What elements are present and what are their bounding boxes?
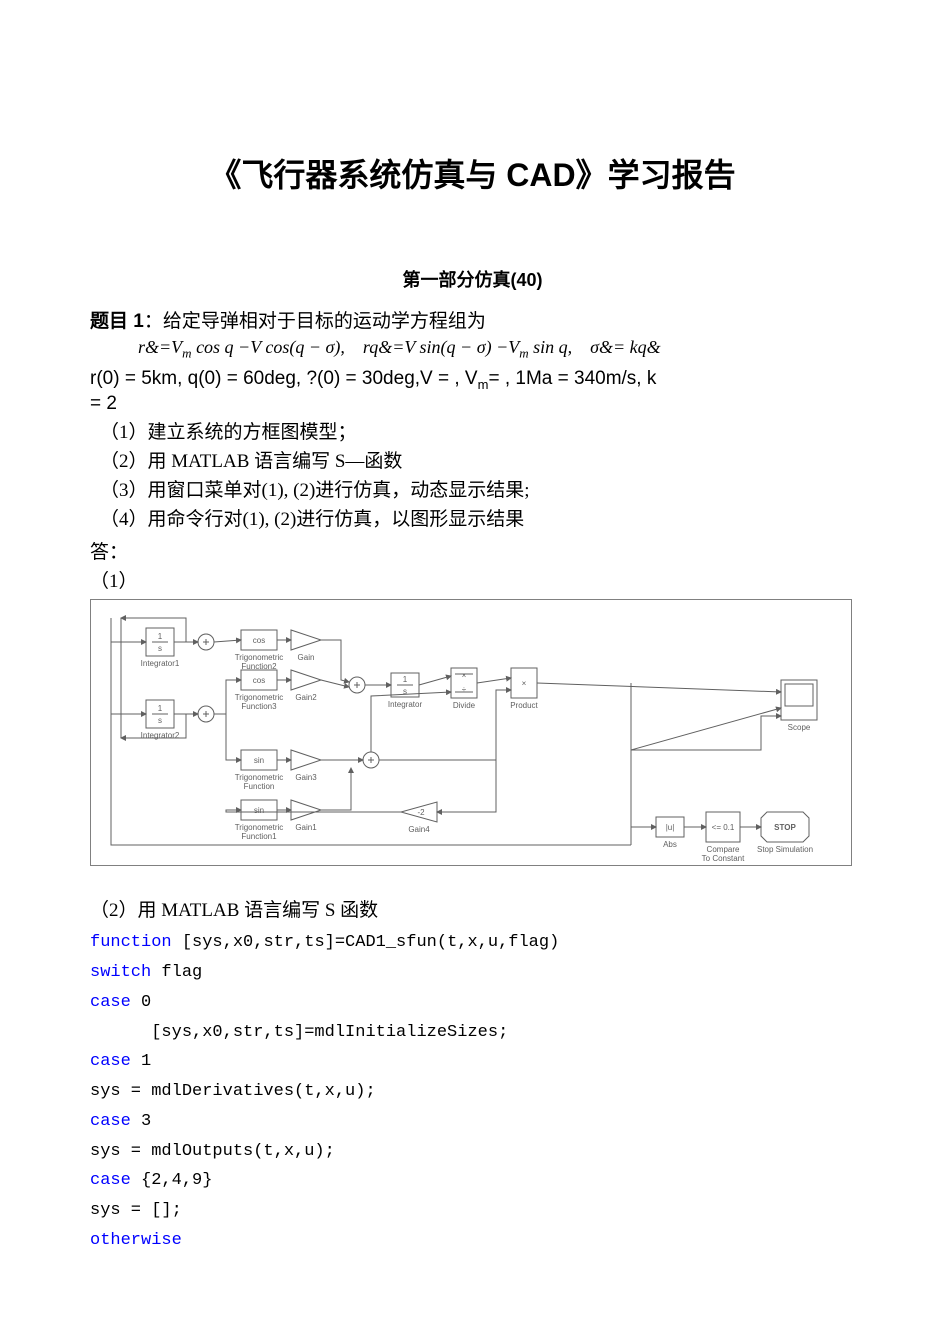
svg-text:Stop Simulation: Stop Simulation: [757, 845, 813, 854]
params-line-1: r(0) = 5km, q(0) = 60deg, ?(0) = 30deg,V…: [90, 368, 855, 392]
item-4: （4）用命令行对(1), (2)进行仿真，以图形显示结果: [90, 504, 855, 531]
answer-item-1: （1）: [90, 566, 855, 593]
svg-text:STOP: STOP: [774, 823, 796, 832]
svg-text:Integrator1: Integrator1: [141, 659, 180, 668]
svg-text:Function: Function: [244, 782, 275, 791]
simulink-diagram-wrap: 1sIntegrator11sIntegrator2cosTrigonometr…: [90, 599, 850, 871]
svg-text:sin: sin: [254, 756, 264, 765]
eq2-sub-m: m: [519, 346, 528, 361]
svg-text:Function1: Function1: [241, 832, 277, 841]
svg-text:1: 1: [158, 704, 163, 713]
svg-text:×: ×: [462, 671, 467, 680]
svg-text:Integrator2: Integrator2: [141, 731, 180, 740]
eq2-lhs: rq&: [363, 337, 392, 357]
page: 《飞行器系统仿真与 CAD》学习报告 第一部分仿真(40) 题目 1：给定导弹相…: [0, 0, 945, 1316]
item-3: （3）用窗口菜单对(1), (2)进行仿真，动态显示结果;: [90, 475, 855, 502]
svg-text:Trigonometric: Trigonometric: [235, 823, 284, 832]
params-a: r(0) = 5km, q(0) = 60deg, ?(0) = 30deg,V…: [90, 368, 478, 389]
svg-text:Product: Product: [510, 701, 538, 710]
answer-label: 答：: [90, 537, 855, 564]
eq2-rhs-b: sin q,: [529, 337, 573, 357]
problem-label: 题目 1: [90, 311, 144, 332]
svg-text:<= 0.1: <= 0.1: [712, 823, 735, 832]
svg-text:Gain3: Gain3: [295, 773, 317, 782]
svg-text:cos: cos: [253, 676, 265, 685]
svg-text:-2: -2: [417, 808, 425, 817]
problem-statement: 给定导弹相对于目标的运动学方程组为: [163, 311, 486, 332]
svg-text:Integrator: Integrator: [388, 700, 423, 709]
matlab-code: function [sys,x0,str,ts]=CAD1_sfun(t,x,u…: [90, 928, 855, 1255]
problem-sep: ：: [144, 311, 163, 332]
params-sub-m: m: [478, 376, 489, 391]
simulink-diagram: 1sIntegrator11sIntegrator2cosTrigonometr…: [90, 599, 852, 866]
eq1-sub-m: m: [182, 346, 191, 361]
svg-text:1: 1: [158, 632, 163, 641]
svg-text:Function3: Function3: [241, 702, 277, 711]
svg-text:Scope: Scope: [788, 723, 811, 732]
params-b: = , 1Ma = 340m/s, k: [488, 368, 656, 389]
eq1-lhs: r&: [138, 337, 159, 357]
eq3: σ&= kq&: [590, 337, 661, 357]
svg-text:Trigonometric: Trigonometric: [235, 693, 284, 702]
equation-row: r&=Vm cos q −V cos(q − σ), rq&=V sin(q −…: [90, 337, 855, 362]
svg-text:To Constant: To Constant: [702, 854, 745, 863]
eq2-rhs-a: =V sin(q − σ) −V: [392, 337, 519, 357]
part2-heading: （2）用 MATLAB 语言编写 S 函数: [90, 895, 855, 922]
svg-text:Trigonometric: Trigonometric: [235, 773, 284, 782]
svg-text:1: 1: [403, 675, 408, 684]
section-heading: 第一部分仿真(40): [90, 266, 855, 292]
gap2: [572, 337, 590, 357]
svg-text:Gain: Gain: [298, 653, 315, 662]
svg-text:s: s: [158, 644, 162, 653]
svg-text:Divide: Divide: [453, 701, 476, 710]
svg-text:s: s: [158, 716, 162, 725]
svg-text:×: ×: [522, 679, 527, 688]
item-1: （1）建立系统的方框图模型；: [90, 417, 855, 444]
params-line-2: = 2: [90, 393, 855, 415]
svg-text:Gain4: Gain4: [408, 825, 430, 834]
svg-text:Compare: Compare: [707, 845, 740, 854]
document-title: 《飞行器系统仿真与 CAD》学习报告: [90, 150, 855, 196]
svg-text:sin: sin: [254, 806, 264, 815]
svg-text:Trigonometric: Trigonometric: [235, 653, 284, 662]
problem-header: 题目 1：给定导弹相对于目标的运动学方程组为: [90, 306, 855, 333]
svg-text:Abs: Abs: [663, 840, 677, 849]
item-2: （2）用 MATLAB 语言编写 S—函数: [90, 446, 855, 473]
svg-text:÷: ÷: [462, 685, 467, 694]
gap1: [345, 337, 363, 357]
eq1-rhs-a: =V: [159, 337, 182, 357]
svg-text:Gain1: Gain1: [295, 823, 317, 832]
svg-text:|u|: |u|: [666, 823, 675, 832]
svg-text:cos: cos: [253, 636, 265, 645]
svg-text:Gain2: Gain2: [295, 693, 317, 702]
eq1-rhs-b: cos q −V cos(q − σ),: [192, 337, 345, 357]
